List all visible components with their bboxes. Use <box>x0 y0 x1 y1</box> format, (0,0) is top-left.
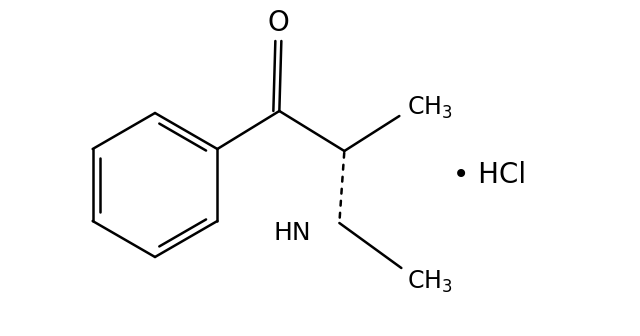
Text: • HCl: • HCl <box>453 161 527 189</box>
Text: HN: HN <box>274 221 311 245</box>
Text: CH$_3$: CH$_3$ <box>406 269 452 295</box>
Text: CH$_3$: CH$_3$ <box>406 95 452 121</box>
Text: O: O <box>268 9 289 37</box>
